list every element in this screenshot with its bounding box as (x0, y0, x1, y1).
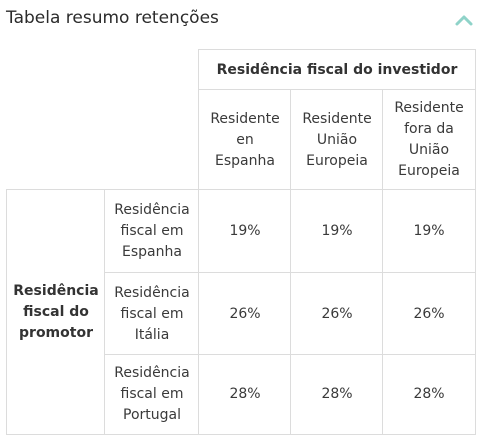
table-cell: 19% (198, 189, 291, 273)
row-label-spain: Residência fiscal em Espanha (104, 189, 199, 273)
table-cell: 26% (290, 272, 383, 355)
table-cell: 26% (382, 272, 476, 355)
table-cell: 28% (290, 354, 383, 435)
widget-header: Tabela resumo retenções (0, 0, 494, 40)
table-cell: 19% (382, 189, 476, 273)
column-header-spain: Residente en Espanha (198, 89, 291, 190)
table-cell: 28% (382, 354, 476, 435)
chevron-up-icon[interactable] (453, 11, 475, 29)
widget-title: Tabela resumo retenções (6, 8, 219, 28)
investor-residence-header: Residência fiscal do investidor (198, 49, 476, 90)
table-cell: 19% (290, 189, 383, 273)
table-cell: 26% (198, 272, 291, 355)
column-header-eu: Residente União Europeia (290, 89, 383, 190)
row-label-portugal: Residência fiscal em Portugal (104, 354, 199, 435)
row-label-italy: Residência fiscal em Itália (104, 272, 199, 355)
table-cell: 28% (198, 354, 291, 435)
column-header-non-eu: Residente fora da União Europeia (382, 89, 476, 190)
promoter-residence-header: Residência fiscal do promotor (6, 189, 105, 435)
